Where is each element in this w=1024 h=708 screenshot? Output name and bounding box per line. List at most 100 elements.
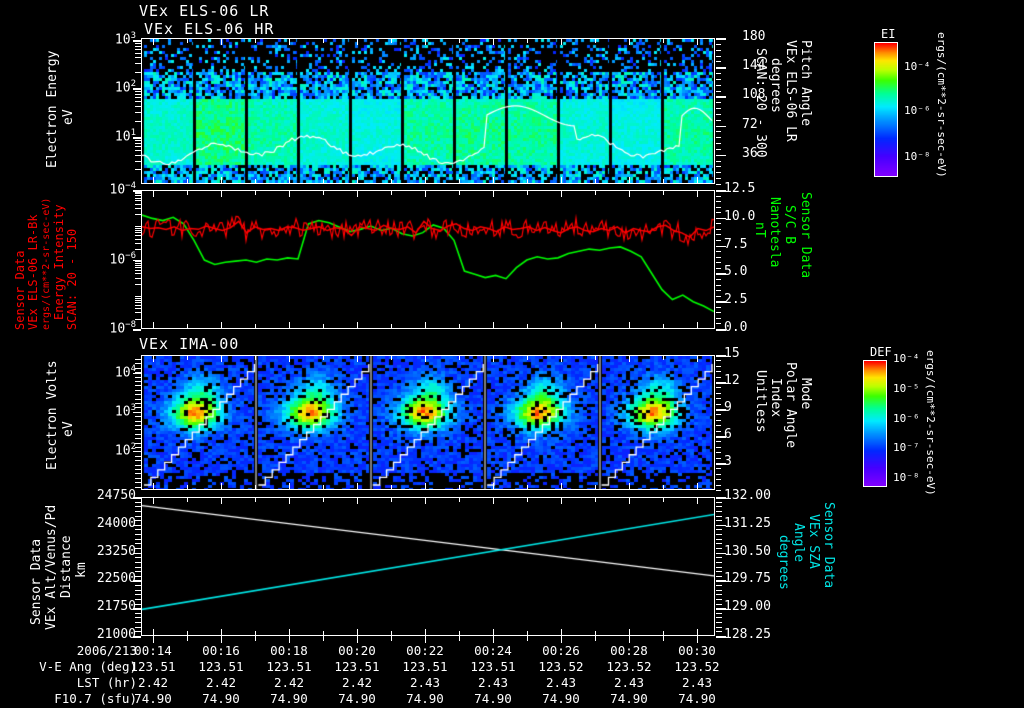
panel4-minor-tick <box>135 538 141 540</box>
panel3-minor-tick <box>135 455 141 457</box>
panel1-right-tick-2: 108 <box>742 87 766 103</box>
panel2-minor-tick <box>135 277 141 279</box>
xaxis-tick-7 <box>629 636 631 643</box>
xtick-minor-bottom <box>255 179 256 183</box>
panel4-right-minor <box>716 594 722 596</box>
bottom-cell-r0-c3: 00:20 <box>338 643 376 658</box>
panel3-minor-tick <box>135 363 141 365</box>
panel1-minor-tick <box>135 42 141 44</box>
panel1-minor-tick <box>135 57 141 59</box>
panel2-minor-tick <box>135 308 141 310</box>
panel2-right-tick-0: 12.5 <box>724 181 756 196</box>
panel2-minor-tick <box>135 304 141 306</box>
xtick-bottom-p0-3 <box>357 177 359 183</box>
xtick-minor-bottom <box>323 485 324 489</box>
panel4-ytick-3: 22500 <box>96 571 136 587</box>
panel1-title-lr: VEx ELS-06 LR <box>139 2 270 20</box>
xtick-bottom-p1-6 <box>561 322 563 328</box>
panel1-minor-tick <box>135 120 141 122</box>
xtick-bottom-p1-0 <box>153 322 155 328</box>
xtick-bottom-p1-1 <box>221 322 223 328</box>
panel4-minor-tick <box>135 612 141 614</box>
panel2-minor-tick <box>135 318 141 320</box>
xtick-top-p3-1 <box>221 498 223 504</box>
panel3-spectrogram <box>142 356 714 489</box>
bottom-cell-r0-c5: 00:24 <box>474 643 512 658</box>
panel2-right-minor <box>716 284 721 286</box>
xtick-minor-top <box>391 356 392 360</box>
panel1-right-tick-mark-1 <box>716 67 726 69</box>
panel4-right-minor <box>716 566 722 568</box>
panel1-right-minor <box>716 67 721 69</box>
panel3-minor-tick <box>135 411 141 413</box>
panel2-minor-tick <box>135 235 141 237</box>
xtick-top-p2-7 <box>629 356 631 362</box>
panel2-right-minor <box>716 273 721 275</box>
panel2-minor-tick <box>135 269 141 271</box>
panel3-minor-tick <box>135 394 141 396</box>
panel3-plot-frame <box>141 355 715 490</box>
xaxis-tick-6 <box>561 636 563 643</box>
xtick-top-p1-1 <box>221 191 223 197</box>
xtick-bottom-p0-8 <box>697 177 699 183</box>
panel2-right-minor <box>716 228 721 230</box>
panel3-right-tick-mark-0 <box>716 355 726 357</box>
panel4-ytick-1: 24000 <box>96 515 136 531</box>
panel3-right-minor <box>716 463 721 464</box>
panel2-right-tick-4: 2.5 <box>724 292 748 308</box>
panel3-colorbar-tick-2: 10⁻⁶ <box>893 412 920 425</box>
panel4-right-minor <box>716 552 722 554</box>
panel1-plot-frame <box>141 38 715 184</box>
xtick-top-p0-7 <box>629 39 631 45</box>
bottom-cell-r0-c4: 00:22 <box>406 643 444 658</box>
panel4-right-minor <box>716 534 722 536</box>
panel4-right-minor <box>716 547 722 549</box>
panel4-minor-tick <box>135 636 141 637</box>
panel1-right-minor <box>716 143 721 145</box>
panel2-right-minor <box>716 306 721 308</box>
panel3-minor-tick <box>135 447 141 448</box>
xtick-minor-bottom <box>391 631 392 635</box>
panel1-right-minor <box>716 148 721 150</box>
xtick-bottom-p2-3 <box>357 483 359 489</box>
xtick-minor-top <box>595 191 596 195</box>
panel1-right-minor <box>716 43 721 45</box>
panel3-right-minor <box>716 403 721 405</box>
xtick-bottom-p3-4 <box>425 629 427 635</box>
xtick-minor-top <box>255 356 256 360</box>
xtick-minor-top <box>663 498 664 502</box>
panel3-right-minor <box>716 457 721 459</box>
panel1-minor-tick <box>135 101 141 103</box>
bottom-cell-r1-c6: 123.52 <box>538 659 584 674</box>
panel4-minor-tick <box>135 571 141 573</box>
xtick-minor-bottom <box>663 324 664 328</box>
panel2-minor-tick <box>135 238 141 240</box>
panel2-ytick-2: 10−8 <box>109 320 137 337</box>
panel1-right-tick-0: 180 <box>742 29 766 44</box>
bottom-cell-r0-c6: 00:26 <box>542 643 580 658</box>
panel3-right-minor <box>716 360 721 362</box>
panel1-right-minor <box>716 49 721 51</box>
panel2-minor-tick <box>135 191 141 193</box>
xaxis-tick-2 <box>289 636 291 643</box>
panel1-right-tick-mark-2 <box>716 96 726 98</box>
bottom-cell-r3-c7: 74.90 <box>610 691 648 706</box>
xtick-minor-top <box>187 356 188 360</box>
xtick-top-p0-3 <box>357 39 359 45</box>
panel4-minor-tick <box>135 594 141 596</box>
panel4-ytick-0: 24750 <box>96 488 136 503</box>
panel3-minor-tick <box>135 464 141 466</box>
panel2-right-minor <box>716 256 721 258</box>
panel4-right-tick-1: 131.25 <box>724 515 771 531</box>
panel2-right-minor <box>716 195 721 197</box>
panel3-minor-tick <box>135 425 141 426</box>
xtick-bottom-p3-5 <box>493 629 495 635</box>
panel1-right-minor <box>716 73 721 75</box>
panel2-minor-tick <box>135 283 141 285</box>
xtick-minor-top <box>663 356 664 360</box>
panel3-colorbar-title: DEF <box>870 345 892 359</box>
xtick-minor-bottom <box>323 179 324 183</box>
xtick-minor-top <box>459 39 460 43</box>
panel4-right-minor <box>716 585 722 587</box>
